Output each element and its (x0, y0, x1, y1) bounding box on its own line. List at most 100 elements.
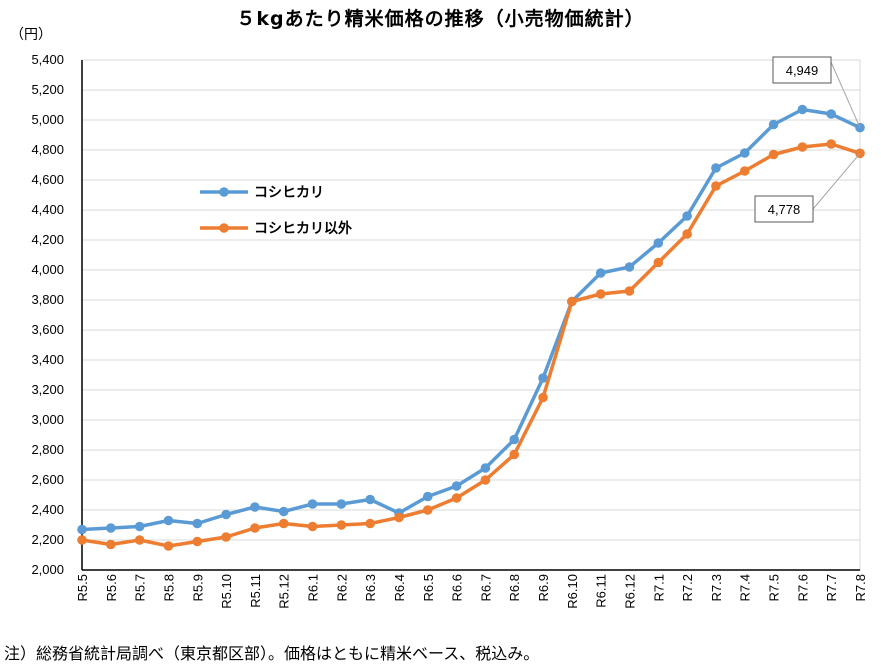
x-tick-label: R6.8 (507, 574, 522, 601)
data-point (336, 520, 347, 530)
x-tick-label: R6.7 (478, 574, 493, 601)
data-point (768, 119, 779, 130)
legend-swatch-marker (219, 187, 229, 197)
footnote: 注）総務省統計局調べ（東京都区部）。価格はともに精米ベース、税込み。 (4, 644, 540, 663)
data-point (480, 463, 491, 473)
y-tick-label: 2,600 (31, 472, 64, 487)
y-tick-label: 2,800 (31, 442, 64, 457)
data-point (797, 142, 808, 152)
data-point (221, 509, 231, 520)
x-tick-label: R6.10 (565, 574, 580, 609)
x-tick-label: R7.3 (709, 574, 724, 601)
y-tick-label: 4,800 (31, 142, 64, 157)
x-tick-label: R7.2 (680, 574, 695, 601)
x-tick-label: R6.5 (421, 574, 436, 601)
x-tick-label: R5.10 (219, 574, 234, 609)
x-tick-label: R7.6 (795, 574, 810, 601)
data-point (221, 532, 231, 542)
x-tick-label: R6.6 (450, 574, 465, 601)
data-point (595, 268, 606, 278)
y-tick-label: 2,200 (31, 532, 64, 547)
data-point (278, 518, 289, 529)
chart-title: ５kgあたり精米価格の推移（小売物価統計） (236, 8, 645, 30)
y-tick-label: 4,200 (31, 232, 64, 247)
data-point (394, 512, 404, 523)
y-tick-label: 3,600 (31, 322, 64, 337)
data-point (307, 499, 318, 509)
data-point (192, 518, 203, 529)
data-point (451, 481, 462, 491)
series-0 (77, 104, 865, 535)
data-point (711, 181, 721, 191)
x-tick-label: R6.9 (536, 574, 551, 601)
data-point (134, 535, 145, 545)
x-tick-label: R5.9 (190, 574, 205, 601)
data-point (278, 506, 289, 517)
x-tick-label: R6.4 (392, 574, 407, 601)
callout-0: 4,949 (772, 56, 861, 128)
data-point (509, 449, 520, 460)
x-tick-label: R5.5 (75, 574, 90, 601)
data-point (711, 163, 721, 173)
data-point (134, 521, 145, 532)
y-tick-label: 4,000 (31, 262, 64, 277)
legend-swatch-marker (219, 223, 229, 233)
legend-label: コシヒカリ (254, 185, 324, 201)
data-point (595, 289, 606, 299)
data-point (653, 238, 664, 248)
callout-leader (830, 61, 861, 128)
y-tick-label: 3,200 (31, 382, 64, 397)
series-line (81, 107, 861, 532)
x-tick-label: R5.8 (161, 574, 176, 601)
y-tick-label: 5,400 (31, 52, 64, 67)
data-point (336, 499, 347, 509)
y-tick-label: 5,000 (31, 112, 64, 127)
x-tick-label: R5.6 (104, 574, 119, 601)
data-point (826, 139, 836, 149)
x-tick-label: R7.7 (824, 574, 839, 601)
data-point (480, 475, 491, 485)
data-point (797, 104, 808, 115)
data-point (826, 109, 836, 119)
x-tick-label: R6.3 (363, 574, 378, 601)
data-point (509, 434, 520, 445)
data-point (365, 494, 375, 505)
plot-area-border (81, 59, 861, 571)
series-line (81, 142, 861, 548)
data-point (250, 523, 260, 533)
data-point (624, 262, 635, 272)
y-tick-label: 5,200 (31, 82, 64, 97)
data-point (307, 521, 318, 532)
data-point (624, 286, 635, 296)
data-point (768, 149, 779, 160)
y-tick-label: 3,400 (31, 352, 64, 367)
data-point (422, 505, 433, 515)
callout-leader (812, 152, 861, 210)
x-tick-label: R5.7 (133, 574, 148, 601)
data-point (163, 541, 174, 551)
x-tick-label: R6.1 (306, 574, 321, 601)
x-tick-label: R7.4 (738, 574, 753, 601)
callout-1: 4,778 (754, 152, 861, 223)
data-point (739, 148, 750, 158)
data-point (739, 166, 750, 176)
data-point (365, 518, 375, 529)
x-tick-label: R6.11 (594, 574, 609, 608)
data-point (653, 257, 664, 268)
data-point (538, 392, 548, 403)
data-point (77, 535, 87, 545)
data-point (682, 229, 692, 239)
x-tick-label: R6.12 (622, 574, 637, 609)
y-tick-label: 2,400 (31, 502, 64, 517)
data-point (682, 211, 692, 221)
data-point (163, 515, 174, 526)
data-point (106, 539, 116, 550)
y-tick-label: 2,000 (31, 562, 64, 577)
x-tick-label: R7.1 (651, 574, 666, 601)
series-1 (77, 139, 865, 551)
callout-label: 4,778 (768, 202, 801, 217)
x-tick-label: R7.5 (767, 574, 782, 601)
data-point (422, 491, 433, 502)
data-point (192, 536, 203, 547)
